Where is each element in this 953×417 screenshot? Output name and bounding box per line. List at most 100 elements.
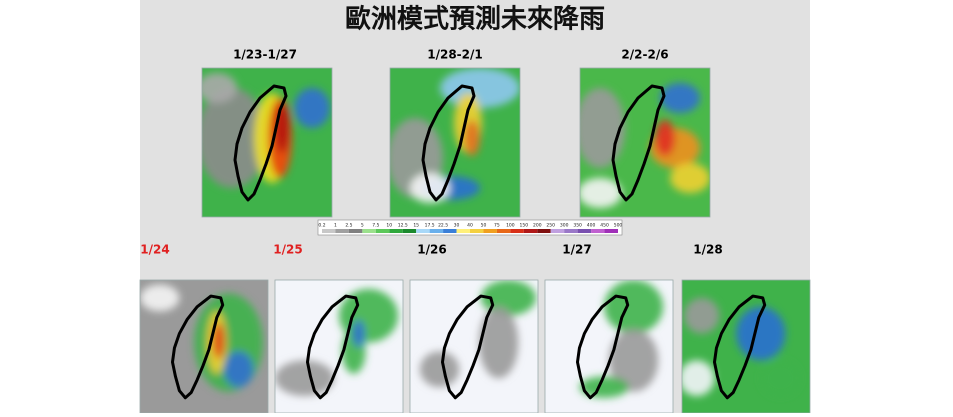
map-frame bbox=[389, 67, 521, 218]
rain-blobs bbox=[390, 68, 520, 203]
legend-label: 1 bbox=[334, 223, 337, 229]
legend-label: 75 bbox=[494, 223, 500, 229]
legend-swatch bbox=[389, 229, 403, 233]
legend-swatch bbox=[429, 229, 444, 233]
rainfall-map bbox=[139, 279, 269, 414]
legend-swatch bbox=[483, 229, 497, 233]
taiwan-outline bbox=[307, 296, 357, 398]
rainfall-map bbox=[681, 279, 811, 414]
legend-swatch bbox=[456, 229, 470, 233]
legend-swatch bbox=[416, 229, 430, 233]
rain-blobs bbox=[419, 280, 537, 388]
panel-label: 1/24 bbox=[140, 243, 169, 257]
legend-swatch bbox=[550, 229, 565, 233]
rain-area bbox=[670, 163, 710, 193]
map-field bbox=[682, 280, 810, 413]
legend-label: 10 bbox=[386, 223, 392, 229]
panel-label: 1/28 bbox=[693, 243, 722, 257]
legend-label: 12.5 bbox=[398, 223, 408, 229]
taiwan-outline bbox=[714, 296, 764, 398]
rain-area bbox=[579, 376, 629, 398]
rain-area bbox=[580, 88, 625, 168]
legend-swatch bbox=[591, 229, 605, 233]
rain-area bbox=[580, 178, 622, 208]
legend-label: 250 bbox=[546, 223, 555, 229]
rain-area bbox=[760, 360, 801, 397]
legend-label: 50 bbox=[481, 223, 487, 229]
rain-area bbox=[352, 320, 365, 347]
rain-area bbox=[478, 306, 519, 379]
panel-label: 2/2-2/6 bbox=[621, 48, 668, 62]
legend-label: 22.5 bbox=[438, 223, 448, 229]
legend-label: 150 bbox=[520, 223, 529, 229]
rain-area bbox=[480, 280, 537, 316]
taiwan-outline bbox=[235, 86, 286, 200]
rain-area bbox=[419, 351, 460, 388]
panel-label: 1/28-2/1 bbox=[427, 48, 483, 62]
taiwan-outline bbox=[442, 296, 492, 398]
rain-blobs bbox=[579, 280, 664, 398]
panel-label: 1/23-1/27 bbox=[233, 48, 297, 62]
legend-swatch bbox=[348, 229, 363, 233]
color-legend: 0.2 1 2.5 5 7.5 10 12.5 15 17.5 22.5 30 40 50 75 100 15… bbox=[317, 219, 623, 236]
legend-label: 7.5 bbox=[372, 223, 379, 229]
taiwan-outline bbox=[577, 296, 627, 398]
rain-area bbox=[464, 120, 480, 156]
rain-area bbox=[223, 351, 254, 388]
map-frame bbox=[579, 67, 711, 218]
legend-label: 5 bbox=[361, 223, 364, 229]
legend-swatch bbox=[322, 229, 336, 233]
rainfall-map bbox=[201, 67, 333, 218]
panel-label: 1/27 bbox=[562, 243, 591, 257]
legend-label: 15 bbox=[413, 223, 419, 229]
legend-label: 30 bbox=[454, 223, 460, 229]
legend-swatch bbox=[443, 229, 457, 233]
rain-blobs bbox=[202, 73, 330, 188]
map-field bbox=[545, 280, 673, 413]
map-field bbox=[410, 280, 538, 413]
legend-label: 200 bbox=[533, 223, 542, 229]
map-field bbox=[390, 68, 520, 217]
rain-blobs bbox=[140, 284, 264, 392]
rain-area bbox=[736, 306, 786, 361]
legend-label: 400 bbox=[587, 223, 596, 229]
map-field bbox=[202, 68, 332, 217]
legend-swatch bbox=[362, 229, 376, 233]
legend-label: 300 bbox=[560, 223, 569, 229]
legend-label: 350 bbox=[573, 223, 582, 229]
legend-swatch bbox=[577, 229, 592, 233]
legend-label: 40 bbox=[467, 223, 473, 229]
legend-swatch bbox=[564, 229, 578, 233]
slide-title: 歐洲模式預測未來降雨 bbox=[345, 5, 605, 35]
legend-label: 17.5 bbox=[425, 223, 435, 229]
legend-label: 500 bbox=[614, 223, 623, 229]
rain-area bbox=[609, 329, 659, 392]
rain-blobs bbox=[580, 83, 710, 208]
legend-label: 0.2 bbox=[318, 223, 325, 229]
rain-area bbox=[440, 68, 520, 108]
rain-area bbox=[655, 120, 675, 156]
rain-area bbox=[140, 284, 180, 312]
legend-label: 2.5 bbox=[345, 223, 352, 229]
map-frame bbox=[201, 67, 333, 218]
legend-swatch bbox=[470, 229, 484, 233]
taiwan-outline bbox=[172, 296, 222, 398]
rain-area bbox=[275, 360, 335, 397]
legend-swatch bbox=[402, 229, 417, 233]
rainfall-map bbox=[389, 67, 521, 218]
panel-label: 1/26 bbox=[417, 243, 446, 257]
legend-swatch bbox=[604, 229, 618, 233]
legend-swatch bbox=[496, 229, 511, 233]
rain-blobs bbox=[682, 297, 801, 397]
legend-swatch bbox=[335, 229, 349, 233]
map-field bbox=[140, 280, 268, 413]
maps bbox=[139, 67, 811, 414]
legend-swatch bbox=[523, 229, 538, 233]
rain-area bbox=[683, 297, 720, 334]
rainfall-map bbox=[579, 67, 711, 218]
legend-label: 450 bbox=[600, 223, 609, 229]
rainfall-map bbox=[544, 279, 674, 414]
legend-swatch bbox=[510, 229, 524, 233]
rain-area bbox=[294, 88, 330, 128]
